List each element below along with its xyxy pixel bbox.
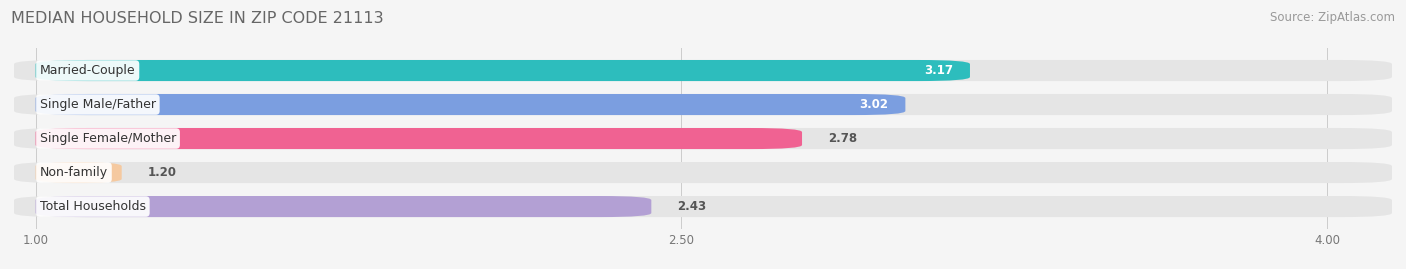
Text: 3.17: 3.17 [924, 64, 953, 77]
FancyBboxPatch shape [35, 128, 801, 149]
Text: Married-Couple: Married-Couple [39, 64, 135, 77]
FancyBboxPatch shape [35, 94, 905, 115]
Text: 2.43: 2.43 [678, 200, 706, 213]
Text: 3.02: 3.02 [859, 98, 889, 111]
FancyBboxPatch shape [14, 60, 1392, 81]
FancyBboxPatch shape [14, 162, 1392, 183]
FancyBboxPatch shape [14, 128, 1392, 149]
FancyBboxPatch shape [14, 94, 1392, 115]
Text: MEDIAN HOUSEHOLD SIZE IN ZIP CODE 21113: MEDIAN HOUSEHOLD SIZE IN ZIP CODE 21113 [11, 11, 384, 26]
Text: Single Male/Father: Single Male/Father [39, 98, 156, 111]
Text: Single Female/Mother: Single Female/Mother [39, 132, 176, 145]
Text: 2.78: 2.78 [828, 132, 858, 145]
Text: Total Households: Total Households [39, 200, 146, 213]
FancyBboxPatch shape [35, 162, 122, 183]
FancyBboxPatch shape [14, 196, 1392, 217]
Text: 1.20: 1.20 [148, 166, 177, 179]
Text: Source: ZipAtlas.com: Source: ZipAtlas.com [1270, 11, 1395, 24]
FancyBboxPatch shape [35, 60, 970, 81]
FancyBboxPatch shape [35, 196, 651, 217]
Text: Non-family: Non-family [39, 166, 108, 179]
